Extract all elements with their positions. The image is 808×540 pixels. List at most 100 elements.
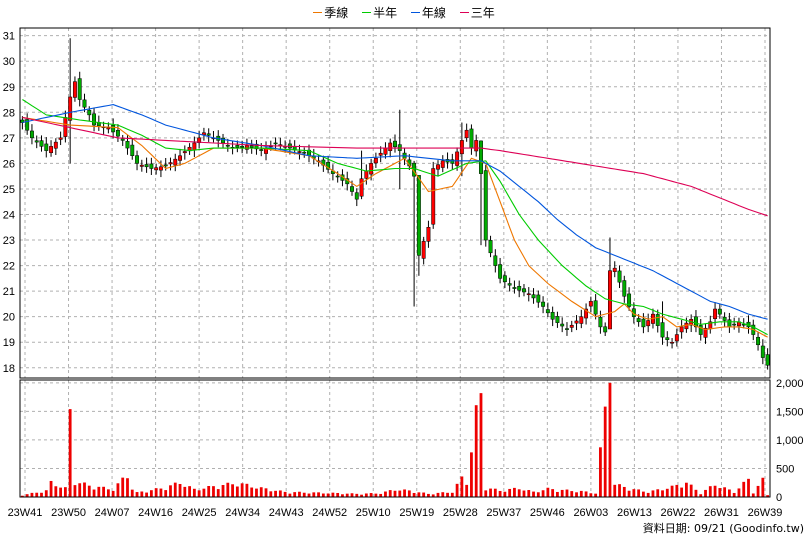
volume-bar-16 [97, 486, 101, 497]
volume-bar-83 [417, 492, 421, 497]
candle-body-86 [431, 168, 436, 225]
volume-bar-33 [178, 483, 182, 497]
volume-bar-113 [560, 489, 564, 497]
candle-body-34 [182, 151, 187, 154]
volume-bar-98 [489, 488, 492, 497]
volume-bar-114 [565, 489, 569, 497]
volume-bar-49 [255, 488, 258, 497]
volume-bar-119 [589, 493, 593, 497]
candle-body-93 [464, 129, 469, 139]
volume-bar-42 [221, 485, 225, 497]
candle-body-94 [469, 128, 474, 149]
candle-body-11 [72, 81, 77, 98]
legend-swatch-quarter [313, 12, 323, 13]
volume-bar-15 [92, 489, 96, 497]
legend-item-quarter: 季線 [313, 4, 348, 21]
ma-line-3 [22, 116, 768, 217]
volume-bar-50 [259, 487, 263, 497]
volume-bar-95 [474, 405, 478, 497]
volume-bar-40 [212, 486, 215, 497]
candle-body-76 [383, 147, 388, 155]
volume-bar-56 [288, 493, 292, 497]
volume-bar-36 [192, 488, 196, 497]
volume-bar-89 [446, 492, 449, 497]
x-tick-label-25W37: 25W37 [486, 507, 521, 519]
volume-bar-38 [202, 488, 206, 497]
chart-legend: 季線 半年 年線 三年 [0, 4, 808, 21]
price-tick-label-21: 21 [3, 286, 15, 298]
x-tick-label-25W10: 25W10 [356, 507, 391, 519]
candle-body-138 [679, 326, 684, 333]
price-tick-label-30: 30 [3, 56, 15, 68]
volume-bar-145 [713, 485, 717, 497]
candle-body-130 [641, 318, 646, 328]
candle-body-84 [421, 241, 426, 259]
volume-bar-142 [699, 494, 703, 497]
volume-bar-133 [656, 489, 660, 497]
volume-bar-132 [651, 490, 655, 497]
candle-body-75 [378, 152, 383, 156]
candle-body-72 [364, 170, 369, 179]
volume-bar-20 [116, 483, 120, 497]
volume-bar-66 [336, 492, 340, 497]
volume-bar-86 [431, 494, 435, 497]
volume-bar-149 [732, 492, 736, 497]
volume-bar-131 [646, 492, 650, 497]
x-tick-label-24W52: 24W52 [312, 507, 347, 519]
volume-layer [20, 382, 770, 497]
volume-bar-121 [599, 447, 602, 497]
volume-bar-2 [30, 492, 34, 497]
x-tick-label-25W28: 25W28 [443, 507, 478, 519]
candle-body-122 [603, 326, 608, 333]
volume-bar-99 [493, 488, 497, 497]
volume-bar-97 [484, 490, 488, 497]
x-tick-label-23W50: 23W50 [51, 507, 86, 519]
volume-bar-72 [364, 493, 368, 497]
volume-bar-7 [54, 486, 58, 497]
candle-body-136 [670, 341, 675, 344]
volume-bar-48 [250, 487, 254, 497]
candle-body-116 [574, 320, 579, 324]
candle-body-112 [555, 316, 560, 323]
volume-bar-120 [594, 493, 598, 497]
candle-body-49 [254, 143, 259, 150]
x-tick-label-25W19: 25W19 [399, 507, 434, 519]
candle-body-156 [765, 354, 770, 366]
volume-bar-69 [350, 493, 354, 497]
volume-bar-45 [235, 486, 239, 497]
candle-body-109 [541, 301, 546, 307]
volume-bar-80 [403, 489, 406, 497]
candle-body-105 [522, 288, 526, 293]
x-tick-label-26W31: 26W31 [704, 507, 739, 519]
price-tick-label-24: 24 [3, 209, 15, 221]
candle-body-3 [34, 140, 39, 143]
legend-label-threeyear: 三年 [470, 6, 495, 20]
price-tick-label-20: 20 [3, 312, 15, 324]
candle-body-100 [498, 264, 503, 279]
candle-body-95 [474, 140, 479, 152]
x-tick-label-24W34: 24W34 [225, 507, 260, 519]
volume-bar-34 [183, 486, 187, 497]
volume-bar-25 [140, 491, 144, 497]
volume-bar-118 [584, 491, 588, 497]
volume-bar-43 [226, 482, 230, 497]
candle-body-126 [622, 280, 627, 297]
volume-bar-52 [269, 491, 273, 497]
volume-bar-107 [532, 491, 535, 497]
candle-body-125 [617, 270, 622, 283]
volume-bar-30 [164, 490, 168, 497]
volume-bar-143 [704, 489, 707, 497]
volume-bar-64 [326, 493, 330, 497]
candle-body-141 [694, 316, 698, 328]
volume-bar-60 [307, 493, 311, 497]
candle-body-78 [393, 140, 397, 148]
candle-body-113 [560, 323, 565, 327]
candle-body-99 [493, 255, 498, 266]
volume-bar-144 [708, 486, 712, 497]
volume-bar-55 [283, 491, 287, 497]
volume-bar-148 [727, 489, 731, 497]
volume-bar-108 [536, 492, 540, 497]
candle-body-2 [29, 130, 34, 139]
candle-body-69 [350, 186, 354, 192]
candle-body-5 [44, 143, 49, 151]
